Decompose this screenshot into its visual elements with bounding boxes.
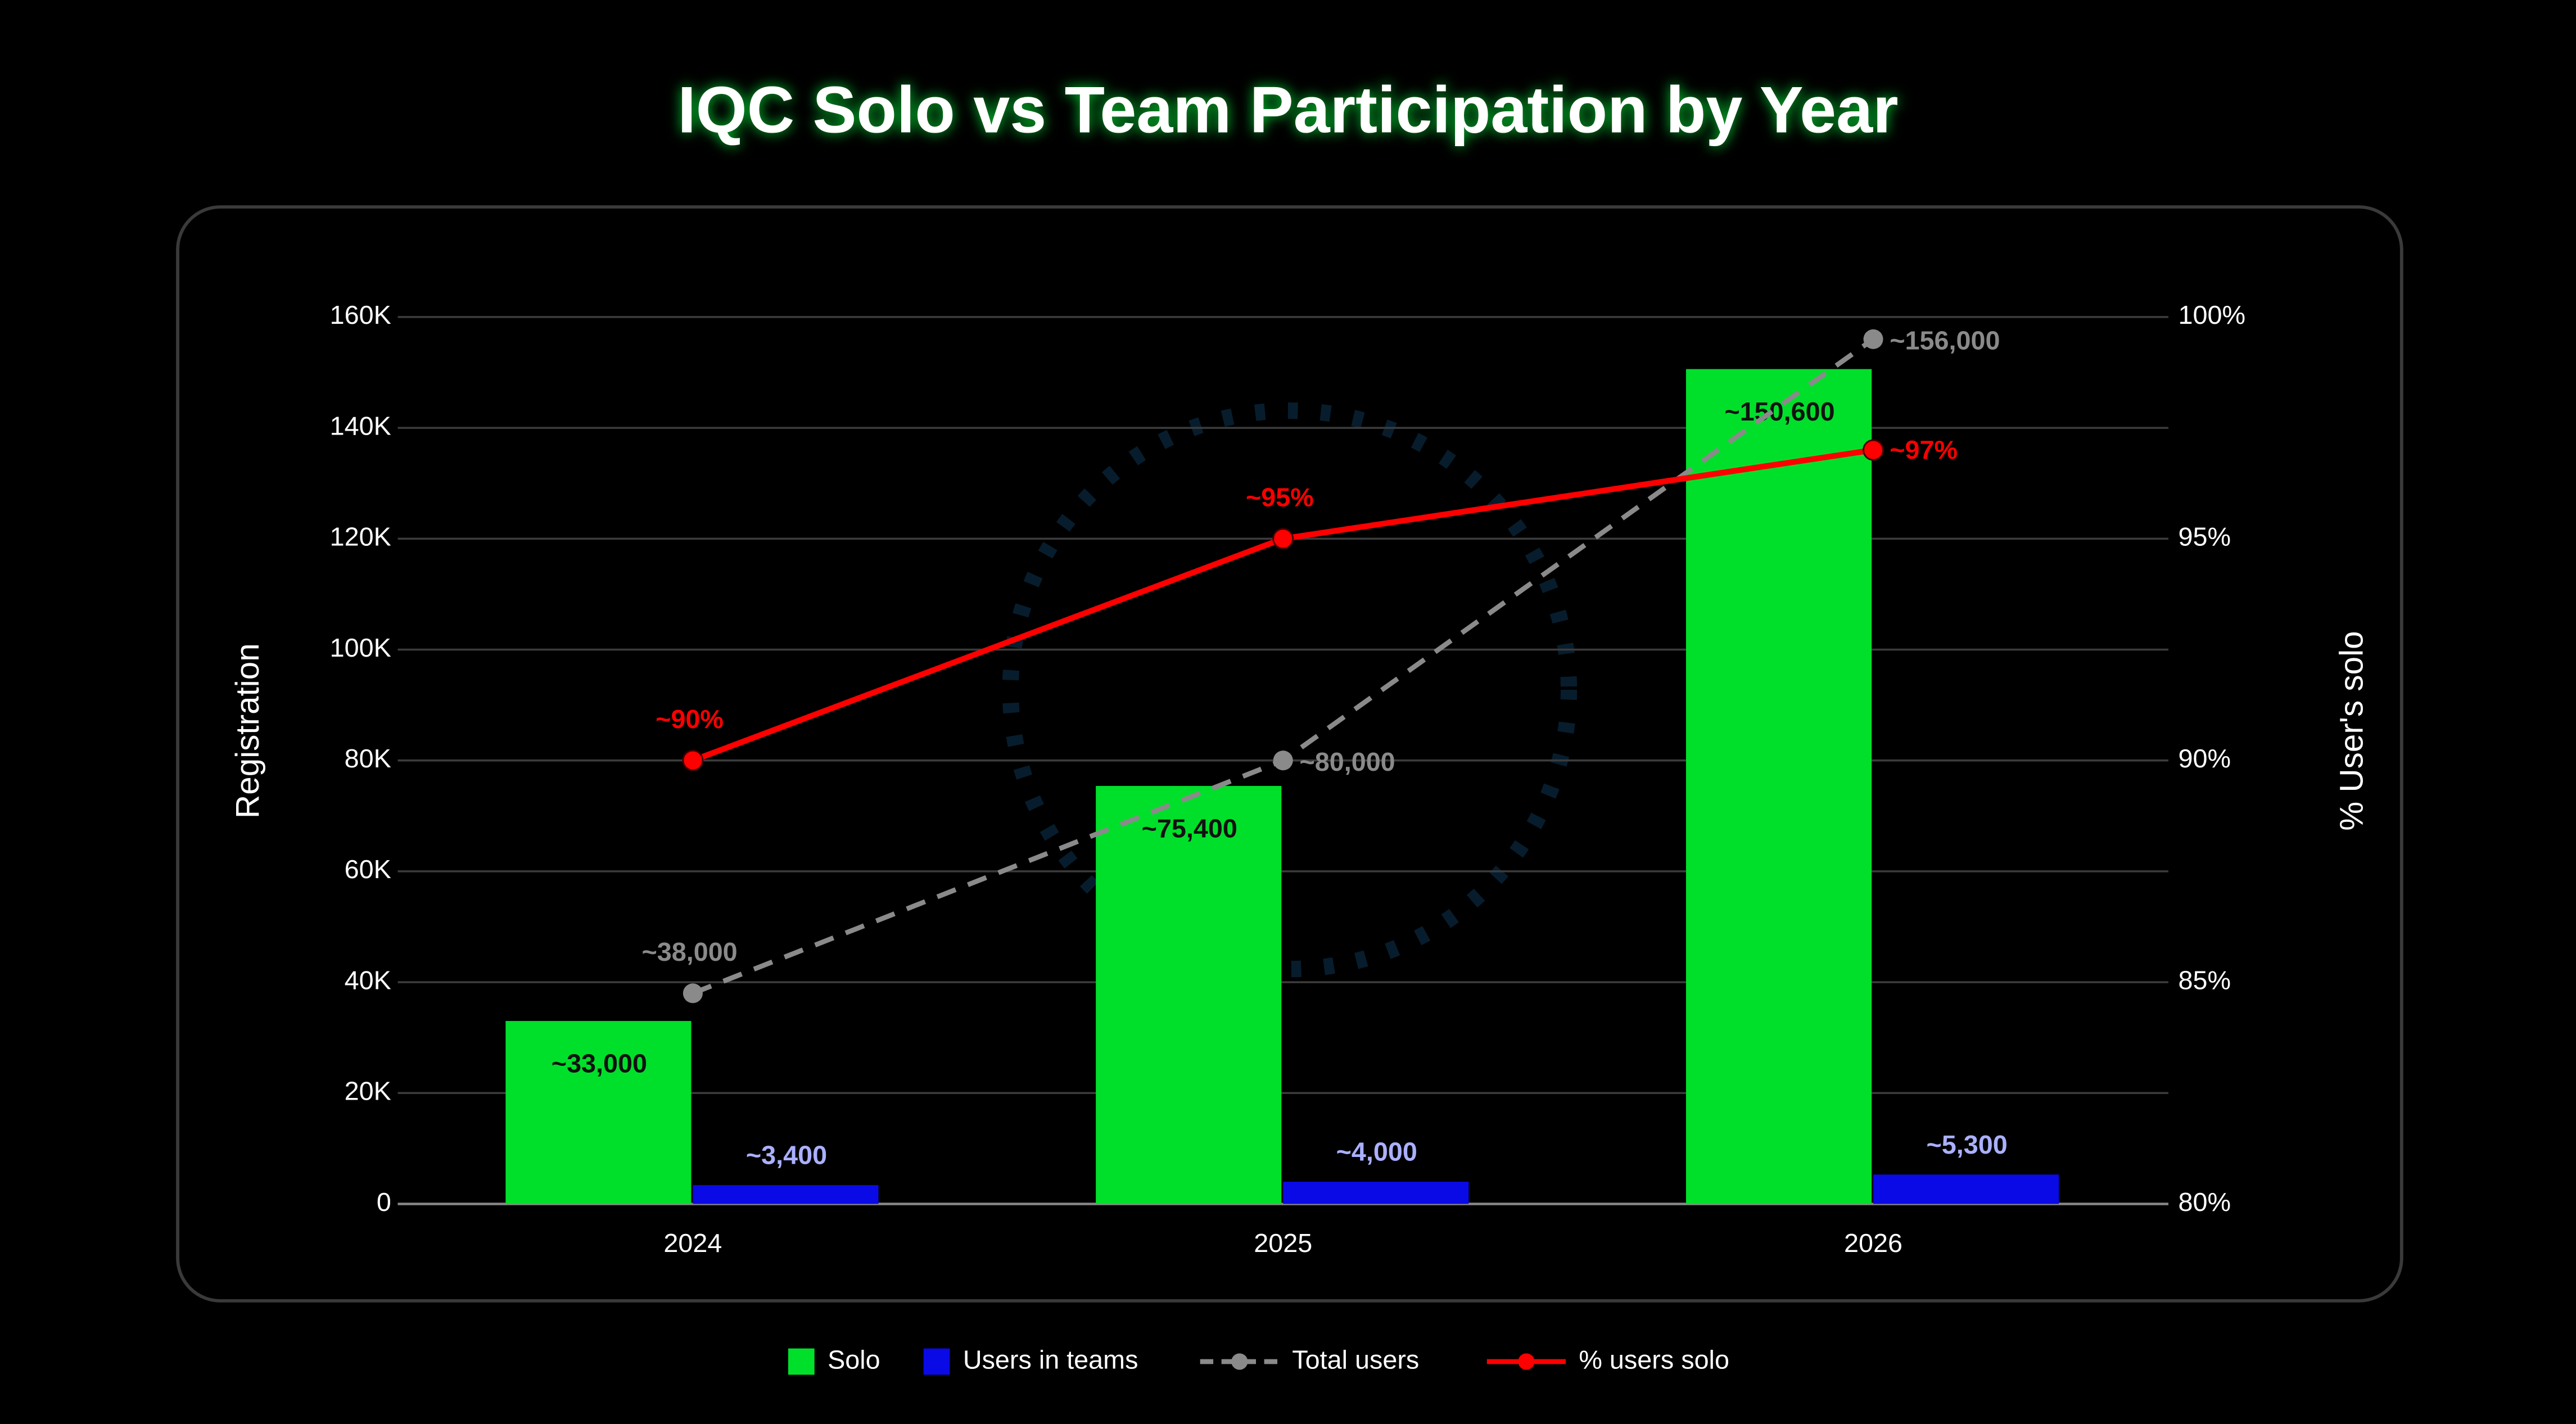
chart-title: IQC Solo vs Team Participation by Year (677, 73, 1898, 146)
y2-tick-label: 85% (2178, 965, 2231, 994)
y2-axis-title: % User's solo (2334, 631, 2370, 830)
data-label: ~156,000 (1890, 326, 2000, 355)
data-label: ~5,300 (1926, 1130, 2007, 1159)
data-label: ~95% (1246, 483, 1314, 512)
line-point (1863, 329, 1883, 349)
line-point (1273, 751, 1293, 771)
data-label: ~75,400 (1142, 813, 1237, 843)
data-label: ~97% (1890, 435, 1958, 464)
x-tick-label: 2025 (1254, 1228, 1312, 1258)
legend-swatch (1518, 1353, 1535, 1370)
y2-tick-label: 90% (2178, 744, 2231, 773)
bar (1283, 1182, 1469, 1204)
legend-label: Solo (828, 1345, 880, 1374)
y-tick-label: 80K (345, 744, 391, 773)
legend-swatch (1231, 1353, 1248, 1370)
bar (505, 1021, 692, 1204)
bar (1873, 1174, 2059, 1204)
y-tick-label: 140K (330, 411, 391, 440)
y-tick-label: 0 (377, 1187, 391, 1217)
y-tick-label: 100K (330, 633, 391, 662)
bar (1685, 369, 1872, 1204)
legend-label: % users solo (1579, 1345, 1729, 1374)
y2-tick-label: 100% (2178, 300, 2245, 329)
y-tick-label: 160K (330, 300, 391, 329)
data-label: ~80,000 (1299, 747, 1395, 776)
y-tick-label: 60K (345, 855, 391, 884)
data-label: ~4,000 (1336, 1137, 1417, 1167)
y-tick-label: 40K (345, 965, 391, 994)
legend-swatch (923, 1348, 950, 1375)
y2-tick-label: 95% (2178, 522, 2231, 551)
data-label: ~38,000 (641, 937, 737, 966)
bar (693, 1185, 879, 1204)
line-point (683, 983, 703, 1003)
line-point (682, 749, 704, 771)
background-logo (1002, 402, 1578, 978)
x-tick-label: 2024 (663, 1228, 722, 1258)
card-frame (176, 205, 2403, 1303)
y-tick-label: 20K (345, 1077, 391, 1106)
y-axis-title: Registration (229, 643, 266, 819)
legend-swatch (788, 1348, 815, 1375)
legend-label: Total users (1292, 1345, 1419, 1374)
line-point (1863, 439, 1884, 461)
data-label: ~150,600 (1724, 397, 1834, 426)
data-label: ~33,000 (552, 1048, 647, 1078)
legend-label: Users in teams (963, 1345, 1138, 1374)
data-label: ~3,400 (746, 1141, 827, 1170)
data-label: ~90% (656, 704, 724, 734)
bar (1096, 786, 1282, 1204)
line-point (1272, 528, 1294, 550)
y2-tick-label: 80% (2178, 1187, 2231, 1217)
x-tick-label: 2026 (1844, 1228, 1902, 1258)
y-tick-label: 120K (330, 522, 391, 551)
